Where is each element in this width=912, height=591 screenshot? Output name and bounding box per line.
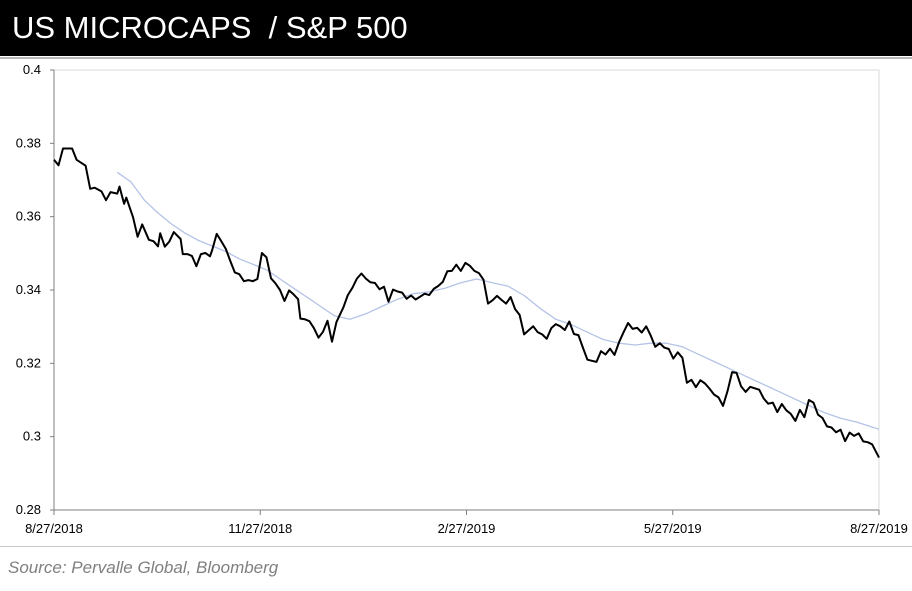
series-line-ratio <box>53 147 880 459</box>
chart-title: US MICROCAPS / S&P 500 <box>12 10 408 45</box>
plot-area-frame <box>53 69 880 511</box>
y-tick-label: 0.34 <box>16 282 41 297</box>
title-bar: US MICROCAPS / S&P 500 <box>0 0 912 56</box>
y-tick-label: 0.36 <box>16 209 41 224</box>
y-tick-label: 0.3 <box>23 429 41 444</box>
x-tick-label: 11/27/2018 <box>228 521 292 536</box>
y-tick-label: 0.4 <box>23 62 41 77</box>
source-note: Source: Pervalle Global, Bloomberg <box>8 558 279 577</box>
y-tick-label: 0.32 <box>16 355 41 370</box>
line-chart: 0.28 0.3 0.32 0.34 0.36 0.38 0.4 8/27/2018 11/27… <box>16 62 908 536</box>
footer-divider <box>0 546 912 547</box>
series-line-moving-average <box>116 171 880 430</box>
x-tick-label: 2/27/2019 <box>438 521 496 536</box>
title-divider <box>0 57 912 59</box>
x-tick-label: 8/27/2019 <box>850 521 908 536</box>
y-tick-label: 0.28 <box>16 502 41 517</box>
x-tick-label: 5/27/2019 <box>644 521 702 536</box>
y-tick-label: 0.38 <box>16 135 41 150</box>
x-tick-label: 8/27/2018 <box>25 521 83 536</box>
